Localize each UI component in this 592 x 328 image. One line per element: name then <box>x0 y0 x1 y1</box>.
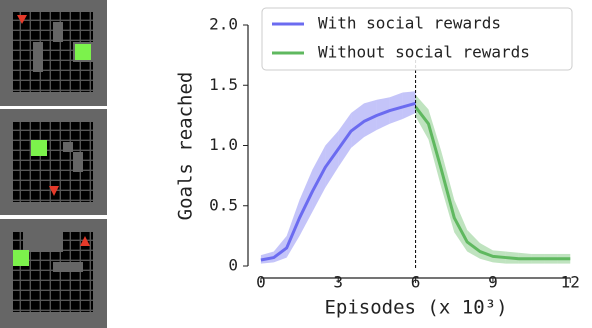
x-tick-label: 9 <box>488 273 498 292</box>
agent <box>80 236 90 246</box>
series-line <box>414 106 571 261</box>
legend-box <box>261 7 573 71</box>
series-line <box>260 101 416 262</box>
wall <box>73 152 83 172</box>
wall <box>53 22 63 42</box>
x-axis-label: Episodes (x 10³) <box>324 297 507 319</box>
wall <box>63 142 73 152</box>
goal <box>75 44 91 60</box>
legend-label: Without social rewards <box>318 43 530 62</box>
grid-world-panels <box>0 0 107 328</box>
x-tick-label: 12 <box>561 273 580 292</box>
y-tick-label: 1.0 <box>209 135 238 154</box>
agent <box>17 15 27 24</box>
y-tick-label: 0 <box>228 256 238 275</box>
wall <box>33 42 43 72</box>
legend: With social rewards Without social reward… <box>261 7 573 71</box>
x-tick-label: 3 <box>333 273 343 292</box>
goal <box>31 140 47 156</box>
x-tick-label: 6 <box>411 273 421 292</box>
y-tick-label: 2.0 <box>209 15 238 34</box>
y-axis-label: Goals reached <box>175 72 197 221</box>
goal <box>13 250 29 266</box>
x-tick-label: 0 <box>256 273 266 292</box>
legend-label: With social rewards <box>318 14 501 33</box>
y-tick-label: 0.5 <box>209 195 238 214</box>
confidence-band <box>467 229 481 259</box>
confidence-band <box>286 199 300 258</box>
confidence-band <box>454 199 468 252</box>
agent <box>49 186 59 196</box>
wall <box>23 232 63 252</box>
wall <box>53 262 83 272</box>
y-tick-label: 1.5 <box>209 75 238 94</box>
